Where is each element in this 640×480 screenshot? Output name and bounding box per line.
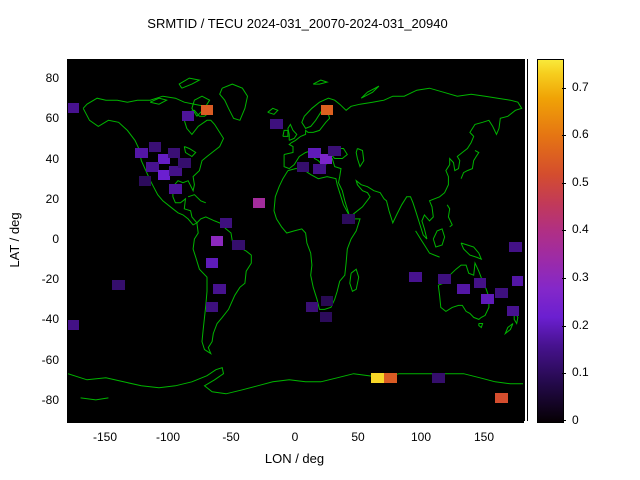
x-tick-label: 150 (473, 430, 495, 444)
data-cell (181, 111, 195, 122)
y-tick-label: 0 (52, 232, 59, 246)
colorbar-tick-mark (562, 183, 566, 184)
colorbar-tick-mark (562, 230, 566, 231)
data-cell (384, 372, 397, 383)
data-cell (167, 147, 181, 158)
data-cell (68, 320, 80, 331)
data-cell (457, 284, 470, 295)
x-tick-label: -150 (92, 430, 118, 444)
data-cell (200, 105, 214, 116)
data-cell (438, 274, 451, 285)
coastline-map (68, 77, 523, 401)
colorbar-tick-label: 0.6 (572, 127, 589, 141)
data-cell (313, 163, 326, 174)
colorbar-tick-mark (562, 373, 566, 374)
data-cell (210, 236, 224, 247)
x-tick-label: -100 (155, 430, 181, 444)
data-cell (328, 145, 341, 156)
data-cell (169, 183, 182, 194)
data-cell (342, 213, 355, 224)
data-cell (409, 272, 422, 283)
data-cell (148, 141, 162, 152)
data-cell (509, 242, 522, 253)
colorbar-tick-label: 0.2 (572, 318, 589, 332)
data-cell (296, 161, 310, 172)
meridian-double-line (524, 59, 528, 421)
colorbar-tick-label: 0.4 (572, 222, 589, 236)
y-tick-label: -20 (41, 272, 59, 286)
data-cell (213, 284, 226, 295)
data-cell (305, 302, 319, 313)
y-tick-label: 60 (45, 111, 59, 125)
x-axis-label: LON / deg (264, 451, 325, 466)
y-tick-label: -80 (41, 393, 59, 407)
colorbar-tick-mark (562, 88, 566, 89)
data-cell (320, 105, 334, 116)
data-cell (495, 392, 508, 403)
data-cell (319, 312, 333, 323)
data-cell (432, 372, 445, 383)
x-tick-label: 50 (351, 430, 365, 444)
plot-area (67, 59, 524, 423)
colorbar-tick-mark (562, 326, 566, 327)
data-cell (320, 296, 334, 307)
colorbar-tick-label: 0.7 (572, 80, 589, 94)
y-tick-label: 40 (45, 152, 59, 166)
colorbar-tick-mark (562, 278, 566, 279)
data-cell (157, 169, 171, 180)
colorbar-tick-mark (562, 135, 566, 136)
data-cell (270, 119, 283, 130)
data-cell (138, 175, 152, 186)
data-cell (178, 157, 191, 168)
y-tick-label: 20 (45, 192, 59, 206)
data-cell (506, 306, 520, 317)
x-tick-label: 100 (410, 430, 432, 444)
data-cell (308, 147, 321, 158)
data-cell (219, 217, 233, 228)
y-tick-label: 80 (45, 71, 59, 85)
y-tick-label: -40 (41, 312, 59, 326)
colorbar-tick-label: 0.3 (572, 270, 589, 284)
data-cell (371, 372, 384, 383)
data-cell (146, 161, 159, 172)
data-cell (112, 280, 125, 291)
data-cell (205, 258, 219, 269)
colorbar-tick-mark (562, 420, 566, 421)
y-tick-label: -60 (41, 353, 59, 367)
chart-title: SRMTID / TECU 2024-031_20070-2024-031_20… (147, 16, 448, 31)
colorbar-tick-label: 0.5 (572, 175, 589, 189)
data-cell (205, 302, 219, 313)
x-tick-label: -50 (222, 430, 240, 444)
colorbar-tick-label: 0.1 (572, 365, 589, 379)
data-cell (135, 147, 148, 158)
data-cell (319, 153, 333, 164)
colorbar-tick-label: 0 (572, 413, 579, 427)
data-cell (473, 278, 487, 289)
x-tick-label: 0 (291, 430, 299, 444)
data-cell (481, 294, 494, 305)
colorbar (537, 59, 564, 423)
data-cell (169, 165, 182, 176)
data-cell (252, 197, 266, 208)
data-cell (495, 288, 508, 299)
data-cell (232, 240, 245, 251)
data-cell (68, 103, 80, 114)
data-cell (511, 276, 523, 287)
data-cell (157, 153, 171, 164)
